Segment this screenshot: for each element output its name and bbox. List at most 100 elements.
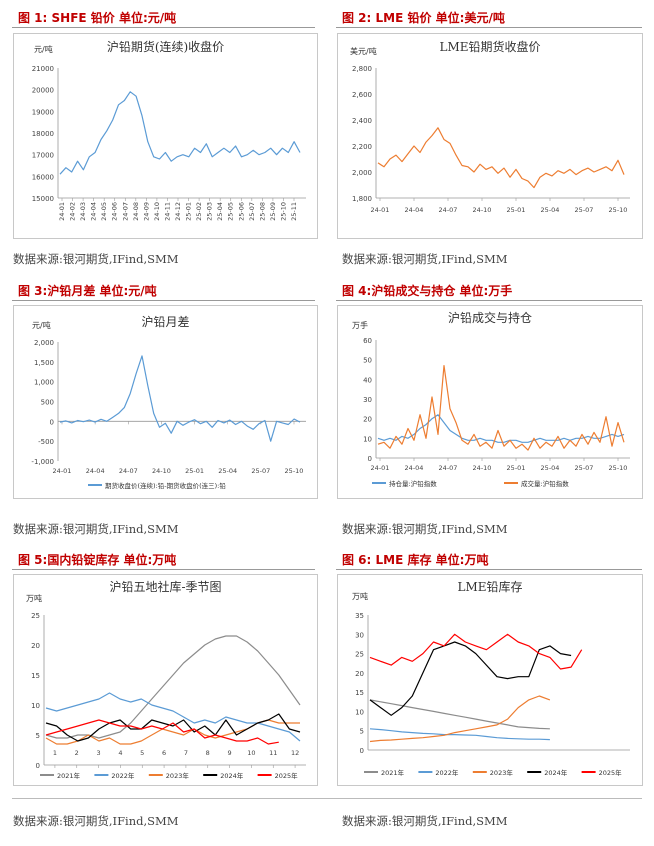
x-tick-label: 25-07: [248, 202, 256, 221]
series-line-1: [377, 127, 625, 189]
bottom-rule: [12, 798, 642, 799]
y-tick-label: 18000: [32, 130, 54, 138]
x-tick-label: 24-05: [100, 202, 108, 221]
x-tick-label: 25-10: [285, 467, 304, 475]
series-line-2: [45, 692, 301, 742]
x-tick-label: 25-04: [218, 467, 237, 475]
figure-4-title-rule: [336, 300, 642, 301]
x-tick-label: 25-04: [541, 206, 560, 214]
y-tick-label: 0: [360, 747, 364, 755]
x-tick-label: 8: [206, 749, 210, 757]
y-tick-label: 30: [355, 631, 364, 639]
x-tick-label: 25-07: [575, 464, 594, 472]
chart-1-panel: 沪铅期货(连续)收盘价 元/吨 15000 16000 17000 18000 19000 2…: [13, 33, 318, 239]
legend-label: 2024年: [220, 771, 244, 780]
axis-unit-label: 万吨: [26, 593, 42, 603]
x-tick-label: 25-11: [290, 202, 298, 221]
x-tick-label: 25-10: [609, 464, 628, 472]
axis-unit-label: 美元/吨: [350, 46, 377, 56]
x-tick-label: 25-01: [185, 202, 193, 221]
source-note-4: 数据来源:银河期货,IFind,SMM: [342, 522, 508, 536]
chart-title: 沪铅月差: [141, 315, 189, 329]
chart-title: 沪铅期货(连续)收盘价: [107, 39, 224, 54]
x-tick-label: 25-10: [609, 206, 628, 214]
x-tick-label: 3: [97, 749, 101, 757]
x-tick-label: 25-04: [216, 202, 224, 221]
y-tick-label: -1,000: [31, 458, 54, 466]
y-tick-label: 2,200: [352, 143, 372, 151]
legend-label: 2025年: [275, 771, 299, 780]
x-tick-label: 24-10: [473, 464, 492, 472]
x-tick-label: 24-01: [371, 464, 390, 472]
legend-label: 2022年: [111, 771, 135, 780]
chart-4-panel: 沪铅成交与持仓 万手 0 10 20 30 40 50 60 24-01 24-04 24-07 24-…: [337, 305, 643, 499]
x-tick-label: 25-05: [227, 202, 235, 221]
source-note-2: 数据来源:银河期货,IFind,SMM: [342, 252, 508, 266]
y-tick-label: 0: [36, 762, 40, 770]
axis-unit-label: 万吨: [352, 591, 368, 601]
y-tick-label: 15000: [32, 195, 54, 203]
x-tick-label: 12: [291, 749, 299, 757]
y-tick-label: 20: [31, 642, 40, 650]
series-line-4: [369, 641, 572, 716]
legend-label: 持仓量:沪铅指数: [389, 479, 437, 488]
x-tick-label: 24-10: [473, 206, 492, 214]
source-note-5: 数据来源:银河期货,IFind,SMM: [13, 814, 179, 828]
chart-3-panel: 沪铅月差 元/吨 -1,000 -500 0 500 1,000 1,500 2,000 24-0…: [13, 305, 318, 499]
x-tick-label: 24-11: [163, 202, 171, 221]
chart-title: 沪铅成交与持仓: [448, 310, 532, 325]
axis-unit-label: 元/吨: [32, 320, 51, 330]
y-tick-label: 2,800: [352, 65, 372, 73]
axis-unit-label: 万手: [352, 320, 368, 330]
x-tick-label: 24-08: [132, 202, 140, 221]
x-tick-label: 2: [75, 749, 79, 757]
y-tick-label: 20: [363, 416, 372, 424]
x-tick-label: 25-02: [195, 202, 203, 221]
x-tick-label: 24-01: [371, 206, 390, 214]
x-tick-label: 25-08: [258, 202, 266, 221]
figure-5-title-rule: [12, 569, 315, 570]
y-tick-label: 60: [363, 337, 372, 345]
x-tick-label: 25-01: [185, 467, 204, 475]
legend-label: 期货收盘价(连续):铅-期货收盘价(连三):铅: [105, 481, 226, 490]
x-tick-label: 24-04: [405, 464, 424, 472]
y-tick-label: 25: [355, 651, 364, 659]
x-tick-label: 25-03: [206, 202, 214, 221]
source-note-6: 数据来源:银河期货,IFind,SMM: [342, 814, 508, 828]
chart-title: LME铅期货收盘价: [439, 39, 540, 54]
x-tick-label: 25-07: [575, 206, 594, 214]
y-tick-label: 25: [31, 612, 40, 620]
legend-label: 2023年: [166, 771, 190, 780]
y-tick-label: 10: [31, 702, 40, 710]
figure-2-title: 图 2: LME 铅价 单位:美元/吨: [342, 11, 505, 25]
y-tick-label: 50: [363, 357, 372, 365]
y-tick-label: 2,000: [352, 169, 372, 177]
chart-title: 沪铅五地社库-季节图: [109, 579, 221, 594]
figure-1-title: 图 1: SHFE 铅价 单位:元/吨: [18, 11, 177, 25]
series-line-2: [377, 365, 625, 451]
series-line-1: [59, 355, 301, 442]
y-tick-label: 19000: [32, 108, 54, 116]
y-tick-label: 10: [355, 708, 364, 716]
figure-1-title-rule: [12, 27, 315, 28]
series-line-1: [377, 414, 625, 443]
x-tick-label: 24-07: [439, 206, 458, 214]
x-tick-label: 24-04: [405, 206, 424, 214]
figure-4-title: 图 4:沪铅成交与持仓 单位:万手: [342, 284, 513, 298]
chart-lme-lead-price: LME铅期货收盘价 美元/吨 1,800 2,000 2,200 2,400 2,600 2,…: [350, 39, 630, 214]
y-tick-label: 30: [363, 396, 372, 404]
x-tick-label: 24-04: [90, 202, 98, 221]
x-tick-label: 4: [118, 749, 122, 757]
y-tick-label: 17000: [32, 152, 54, 160]
figure-3-title-rule: [12, 300, 315, 301]
y-tick-label: 15: [31, 672, 40, 680]
x-tick-label: 10: [247, 749, 255, 757]
y-tick-label: 20000: [32, 87, 54, 95]
legend-label: 2021年: [57, 771, 81, 780]
chart-lead-month-spread: 沪铅月差 元/吨 -1,000 -500 0 500 1,000 1,500 2,000 24-0…: [31, 315, 306, 490]
x-tick-label: 24-06: [111, 202, 119, 221]
series-line-4: [45, 713, 301, 742]
x-tick-label: 1: [53, 749, 57, 757]
y-tick-label: -500: [38, 438, 54, 446]
